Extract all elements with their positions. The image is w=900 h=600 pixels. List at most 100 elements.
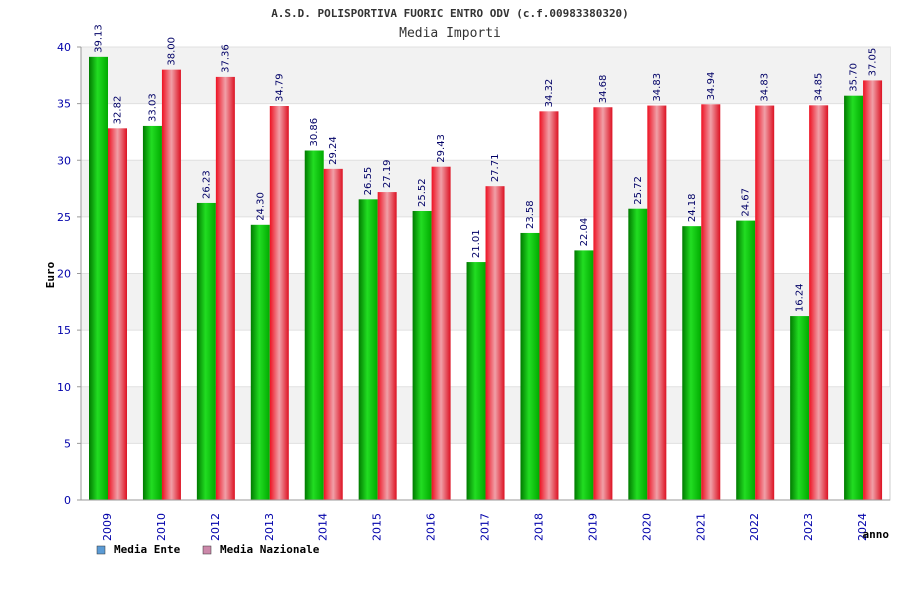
value-label: 16.24 [795,283,806,312]
y-tick-labels: 0 5 10 15 20 25 30 35 40 [57,41,71,507]
bar [108,128,127,500]
value-label: 34.32 [544,79,555,108]
bar [161,69,181,501]
bar [539,111,559,501]
bar [682,226,702,500]
legend: Media Ente Media Nazionale [96,543,320,556]
y-axis-label: Euro [44,261,57,288]
bar [196,202,216,500]
value-label: 32.82 [113,96,124,125]
axes-group [80,47,890,501]
bar [466,262,486,500]
bar [304,150,324,500]
chart-title: A.S.D. POLISPORTIVA FUORIC ENTRO ODV (c.… [271,7,629,20]
x-tick-label: 2023 [802,513,815,541]
y-tick-label: 35 [57,98,71,111]
value-label: 24.30 [255,192,266,221]
value-labels-group: 39.13 32.82 33.03 38.00 26.23 37.36 24.30 34.79… [94,24,879,312]
y-tick-label: 20 [57,268,71,281]
bar [215,76,235,500]
value-label: 25.52 [417,178,428,207]
x-tick-label: 2009 [101,513,114,541]
value-label: 34.94 [706,72,717,101]
value-label: 34.83 [760,73,771,102]
bar [863,80,883,500]
bar [269,106,289,501]
legend-swatch-media-nazionale [202,545,212,555]
bar [431,166,451,500]
chart-subtitle: Media Importi [399,26,501,41]
value-label: 37.36 [220,44,231,73]
x-tick-label: 2014 [317,513,330,541]
bar [142,125,162,501]
bar [844,95,864,500]
bar [485,186,505,500]
bar [323,168,343,500]
y-tick-label: 10 [57,381,71,394]
legend-label-media-nazionale: Media Nazionale [220,543,320,556]
value-label: 33.03 [147,93,158,122]
x-tick-label: 2022 [748,513,761,541]
value-label: 30.86 [309,118,320,147]
x-tick-label: 2015 [371,513,384,541]
bar [250,224,270,501]
bar [574,250,594,500]
value-label: 25.72 [633,176,644,205]
value-label: 27.71 [490,154,501,183]
value-label: 34.85 [814,73,825,102]
bar [790,316,810,500]
y-tick-label: 25 [57,211,71,224]
value-label: 38.00 [166,37,177,66]
x-axis-label: anno [863,528,890,541]
value-label: 24.67 [741,188,752,217]
bar [647,105,667,501]
legend-label-media-ente: Media Ente [114,543,181,556]
bars-group [89,56,883,501]
x-tick-label: 2016 [425,513,438,541]
x-tick-labels: 2009 2010 2012 2013 2014 2015 2016 2017 2018 2019… [101,513,869,541]
bar [520,232,540,501]
value-label: 37.05 [868,48,879,77]
y-tick-label: 40 [57,41,71,54]
x-tick-label: 2021 [694,513,707,541]
bar [736,220,756,500]
value-label: 24.18 [687,194,698,223]
y-tick-label: 5 [64,437,71,450]
value-label: 29.24 [328,136,339,165]
y-tick-label: 30 [57,154,71,167]
legend-swatch-media-ente [96,545,106,555]
bar [358,199,378,501]
x-tick-label: 2013 [263,513,276,541]
value-label: 34.83 [652,73,663,102]
x-tick-label: 2010 [155,513,168,541]
value-label: 34.68 [598,75,609,104]
value-label: 39.13 [94,24,105,53]
bar [809,105,829,500]
bar [377,192,397,501]
value-label: 35.70 [849,63,860,92]
y-tick-label: 0 [64,494,71,507]
x-tick-label: 2019 [586,513,599,541]
value-label: 22.04 [579,218,590,247]
value-label: 26.23 [201,170,212,199]
value-label: 29.43 [436,134,447,163]
x-tick-label: 2018 [532,513,545,541]
bar [701,104,721,500]
value-label: 23.58 [525,200,536,229]
bar [628,208,648,500]
value-label: 26.55 [363,167,374,196]
value-label: 21.01 [471,229,482,258]
value-label: 27.19 [382,159,393,188]
bar [412,210,432,500]
x-tick-label: 2024 [856,513,869,541]
bar [755,105,775,501]
grid-band [81,47,890,104]
x-tick-label: 2017 [479,513,492,541]
value-label: 34.79 [274,73,285,102]
x-tick-label: 2012 [209,513,222,541]
x-tick-label: 2020 [640,513,653,541]
bar [593,107,613,501]
y-tick-label: 15 [57,324,71,337]
bar [89,56,108,500]
